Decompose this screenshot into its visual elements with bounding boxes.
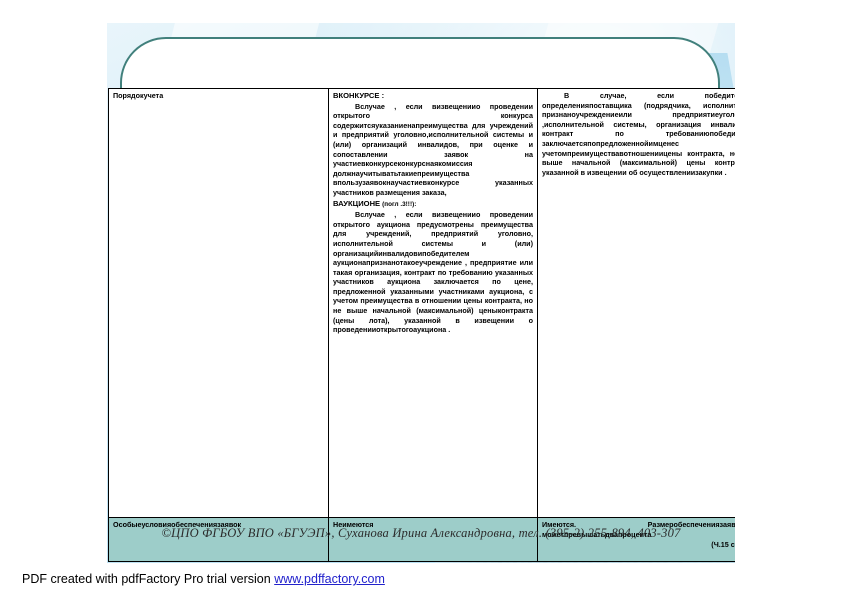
slide-footer-credit: ©ЦПО ФГБОУ ВПО «БГУЭП», Суханова Ирина А… bbox=[161, 526, 681, 540]
value-article-reference: (Ч.15 ст. 44) bbox=[711, 540, 735, 550]
slide-canvas: Порядокучета ВКОНКУРСЕ : Вслучае , если … bbox=[107, 23, 735, 563]
table-row-highlighted: Особыеусловияобеспечениязаявок Неимеются… bbox=[108, 517, 735, 562]
paragraph-aukcion: Вслучае , если визвещениио проведении от… bbox=[333, 210, 533, 335]
value-imeyutsya: Имеются. Размеробеспечениязаявкине может… bbox=[542, 520, 735, 539]
pdffactory-link[interactable]: www.pdffactory.com bbox=[274, 572, 385, 586]
cell-special-conditions-label: Особыеусловияобеспечениязаявок bbox=[108, 517, 329, 562]
label-osobye-usloviya: Особыеусловияобеспечениязаявок bbox=[113, 520, 242, 529]
cell-new-law-rules: В случае, если победителем определенияпо… bbox=[537, 88, 735, 518]
paragraph-konkurs: Вслучае , если визвещениио проведении от… bbox=[333, 101, 533, 197]
table-row: Порядокучета ВКОНКУРСЕ : Вслучае , если … bbox=[108, 88, 735, 518]
label-poryadok-ucheta: Порядокучета bbox=[113, 91, 164, 100]
paragraph-pobeditel: В случае, если победителем определенияпо… bbox=[542, 91, 735, 177]
heading-v-aukcione-note: (погл .3!!!): bbox=[382, 200, 417, 208]
comparison-table: Порядокучета ВКОНКУРСЕ : Вслучае , если … bbox=[108, 88, 735, 562]
pdffactory-notice-text: PDF created with pdfFactory Pro trial ve… bbox=[22, 572, 271, 586]
heading-v-aukcione: ВАУКЦИОНЕ bbox=[333, 198, 381, 208]
cell-special-conditions-old: Неимеются bbox=[328, 517, 538, 562]
value-ne-imeyutsya: Неимеются bbox=[333, 520, 374, 529]
content-frame: Порядокучета ВКОНКУРСЕ : Вслучае , если … bbox=[108, 37, 735, 562]
cell-old-law-rules: ВКОНКУРСЕ : Вслучае , если визвещениио п… bbox=[328, 88, 538, 518]
cell-procedure-label: Порядокучета bbox=[108, 88, 329, 518]
heading-v-aukcione-line: ВАУКЦИОНЕ (погл .3!!!): bbox=[333, 199, 533, 210]
pdffactory-notice: PDF created with pdfFactory Pro trial ve… bbox=[22, 572, 385, 586]
cell-special-conditions-new: Имеются. Размеробеспечениязаявкине может… bbox=[537, 517, 735, 562]
heading-v-konkurse: ВКОНКУРСЕ : bbox=[333, 91, 385, 100]
